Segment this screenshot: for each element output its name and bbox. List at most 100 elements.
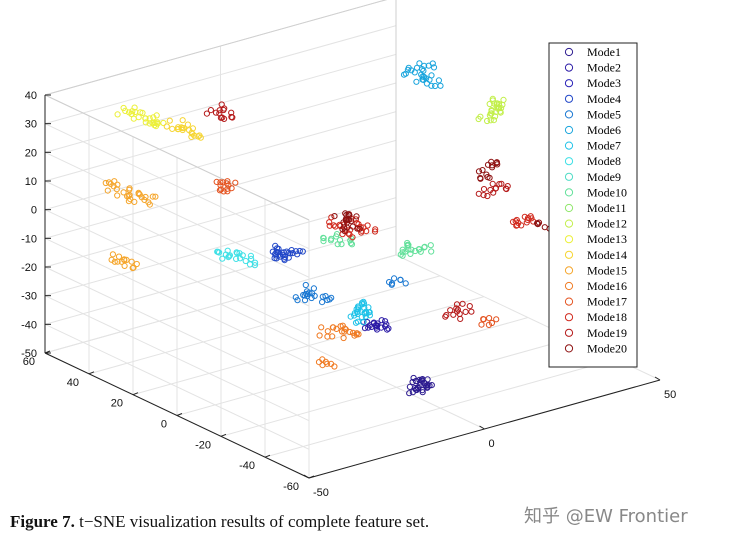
scatter-point	[368, 323, 375, 330]
scatter-point	[142, 119, 149, 126]
scatter-point	[220, 106, 227, 114]
scatter-point	[207, 107, 214, 114]
scatter-point	[411, 69, 418, 76]
scatter-point	[302, 281, 309, 289]
legend-entry: Mode20	[587, 341, 627, 355]
scatter-point	[310, 285, 317, 292]
legend-marker	[564, 297, 574, 306]
legend-marker	[564, 328, 574, 337]
scatter-point	[153, 112, 160, 119]
legend-entry: Mode1	[587, 45, 621, 59]
scatter-point	[365, 324, 372, 331]
y-tick-mark	[264, 454, 271, 458]
scatter-point	[428, 248, 435, 255]
scatter-point	[135, 189, 142, 196]
scatter-point	[361, 325, 369, 332]
scatter-point	[418, 376, 425, 383]
scatter-point	[480, 316, 487, 323]
scatter-point	[419, 389, 426, 396]
scatter-point	[364, 319, 371, 326]
y-tick-label: 60	[23, 356, 35, 368]
scatter-point	[224, 188, 231, 195]
x-tick-mark	[654, 376, 661, 381]
scatter-point	[217, 179, 224, 186]
scatter-point	[479, 167, 486, 174]
scatter-point	[126, 185, 133, 192]
scatter-point	[115, 253, 123, 260]
legend-entry: Mode4	[587, 92, 621, 106]
scatter-point	[188, 133, 195, 140]
scatter-point	[108, 256, 115, 263]
scatter-point	[378, 317, 385, 324]
legend-box	[548, 42, 638, 368]
scatter-point	[347, 313, 354, 320]
scatter-point	[447, 307, 454, 314]
scatter-point	[371, 228, 379, 235]
scatter-point	[480, 186, 488, 193]
scatter-point	[184, 121, 191, 128]
scatter-point	[409, 378, 416, 386]
legend-entry: Mode3	[587, 76, 621, 90]
scatter-point	[272, 251, 279, 258]
scatter-point	[355, 303, 362, 310]
legend-marker	[564, 281, 574, 291]
scatter-point	[406, 383, 413, 390]
scatter-point	[214, 248, 222, 255]
scatter-point	[353, 331, 360, 338]
scatter-point	[405, 246, 412, 253]
legend-marker	[564, 94, 574, 103]
scatter-point	[273, 255, 280, 262]
scatter-point	[347, 240, 354, 247]
scatter-point	[316, 332, 323, 339]
scatter-point	[443, 312, 450, 319]
scatter-point	[426, 382, 433, 389]
scatter-point	[114, 192, 121, 199]
scatter-point	[311, 292, 318, 299]
scatter-point	[294, 297, 301, 304]
scatter-point	[292, 294, 299, 301]
scatter-point	[149, 193, 156, 200]
legend-entry: Mode15	[587, 263, 627, 277]
scatter-point	[330, 222, 337, 229]
scatter-point	[372, 226, 379, 233]
scatter-point	[498, 180, 505, 187]
legend-entry: Mode17	[587, 295, 627, 309]
y-tick-label: -40	[239, 460, 255, 472]
scatter-point	[127, 196, 134, 203]
scatter-point	[489, 162, 496, 169]
scatter-point	[233, 249, 240, 256]
scatter-point	[374, 320, 381, 327]
scatter-point	[146, 115, 153, 122]
axes-box	[44, 0, 661, 479]
legend-entry: Mode18	[587, 310, 627, 324]
scatter-point	[294, 251, 301, 258]
scatter-point	[320, 235, 327, 242]
z-tick-label: -30	[21, 291, 37, 303]
scatter-point	[402, 280, 409, 287]
scatter-point	[485, 321, 492, 328]
legend-entry: Mode14	[587, 248, 627, 262]
scatter-point	[133, 260, 140, 268]
legend-marker	[564, 188, 574, 197]
scatter-point	[365, 304, 372, 311]
legend-marker	[564, 141, 574, 150]
scatter-point	[402, 248, 409, 255]
scatter-point	[292, 248, 299, 255]
legend-entry: Mode2	[587, 61, 621, 75]
scatter-point	[126, 109, 133, 116]
scatter-point	[120, 104, 127, 112]
scatter-point	[412, 377, 420, 385]
scatter-point	[331, 213, 338, 220]
x-tick-mark	[479, 425, 485, 430]
legend-marker	[564, 344, 574, 353]
scatter-point	[487, 110, 494, 117]
scatter-point	[423, 80, 430, 87]
scatter-point	[388, 281, 395, 288]
z-tick-label: 10	[25, 176, 37, 188]
scatter-point	[142, 115, 149, 122]
y-tick-mark	[308, 475, 315, 479]
legend-entry: Mode13	[587, 232, 627, 246]
scatter-point	[541, 224, 548, 231]
scatter-point	[384, 326, 391, 333]
